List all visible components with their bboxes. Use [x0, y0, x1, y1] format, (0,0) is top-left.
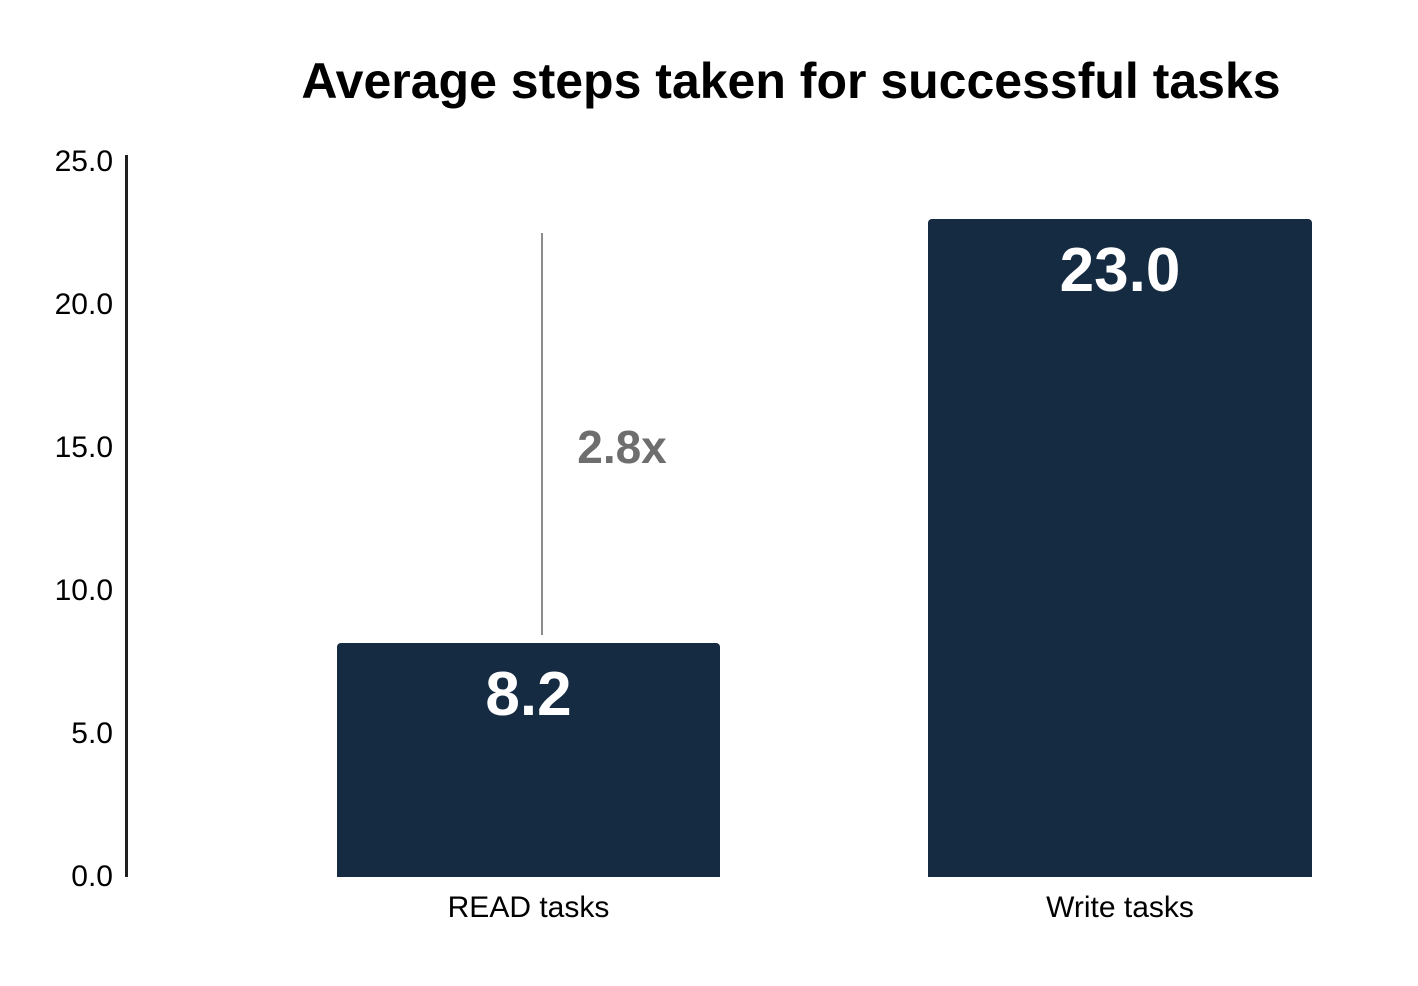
y-tick-label: 25.0: [54, 145, 113, 178]
bar-value-label: 23.0: [1059, 236, 1181, 306]
ratio-annotation-label: 2.8x: [577, 421, 667, 473]
chart-title: Average steps taken for successful tasks: [301, 53, 1281, 109]
y-tick-label: 15.0: [54, 431, 113, 464]
y-tick-label: 10.0: [54, 574, 113, 607]
x-category-label: Write tasks: [1046, 891, 1194, 924]
y-tick-label: 20.0: [54, 288, 113, 321]
plot-area: 25.0 20.0 15.0 10.0 5.0 0.0 8.2 READ tas…: [55, 147, 1388, 923]
x-category-label: READ tasks: [447, 891, 610, 924]
bar-value-label: 8.2: [485, 659, 572, 729]
bar-rect: 8.2: [337, 642, 720, 877]
y-axis-line: [125, 155, 128, 877]
y-tick-label: 5.0: [71, 717, 113, 750]
bar-rect: 23.0: [928, 219, 1312, 877]
bar-group-read-tasks: 8.2 READ tasks: [337, 162, 720, 923]
y-tick-label: 0.0: [71, 860, 113, 893]
bar-group-write-tasks: 23.0 Write tasks: [928, 162, 1312, 923]
ratio-annotation-line: [541, 233, 543, 635]
